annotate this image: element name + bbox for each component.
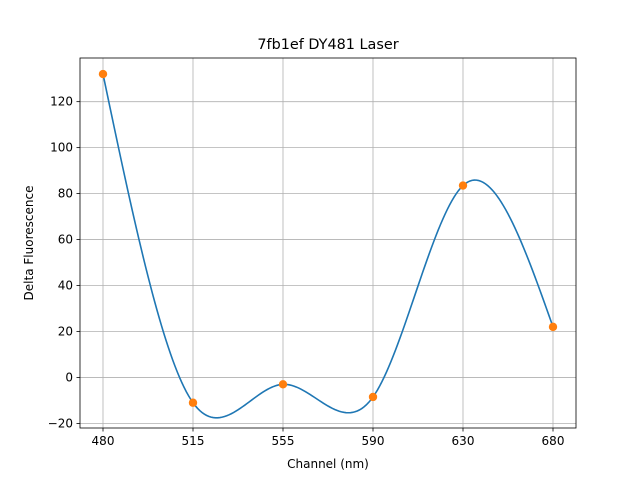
data-point [188,398,198,407]
y-ticks: −20 0 20 40 60 80 100 120 [48,95,80,430]
data-point [278,380,288,389]
data-point [98,69,108,79]
y-tick-label: −20 [48,416,73,430]
y-tick-label: 40 [58,279,73,293]
x-tick-label: 555 [272,434,295,448]
y-axis-label: Delta Fluorescence [22,186,36,301]
y-tick-label: 20 [58,324,73,338]
marker-layer [98,69,558,407]
series-curve [102,73,554,419]
x-tick-label: 590 [362,434,385,448]
y-tick-label: 100 [50,141,73,155]
y-tick-label: 0 [65,370,73,384]
x-tick-label: 480 [92,434,115,448]
curve-layer [102,73,554,419]
chart-title: 7fb1ef DY481 Laser [257,37,398,53]
plot-area [80,58,576,428]
x-ticks: 480 515 555 590 630 680 [92,428,565,448]
x-tick-label: 630 [452,434,475,448]
y-tick-label: 60 [58,233,73,247]
data-point [548,322,558,332]
y-tick-label: 120 [50,95,73,109]
data-point [368,392,378,402]
data-point [458,181,468,190]
y-tick-label: 80 [58,187,73,201]
x-tick-label: 515 [182,434,205,448]
x-tick-label: 680 [542,434,565,448]
x-axis-label: Channel (nm) [287,457,369,471]
plot-frame [79,57,577,429]
